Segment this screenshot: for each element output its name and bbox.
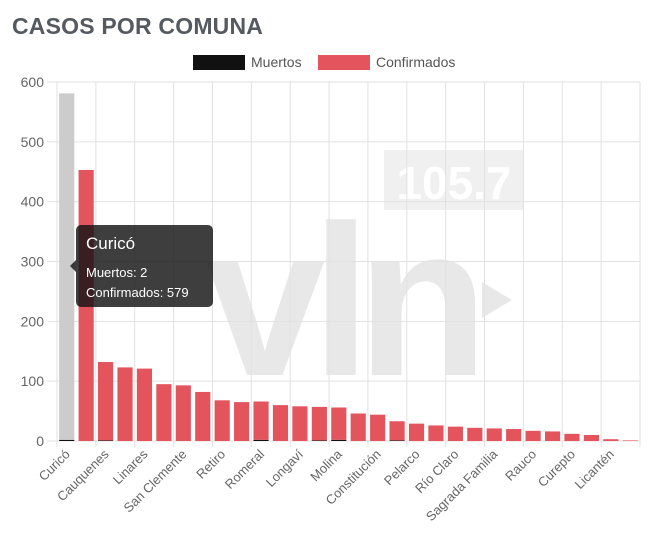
bar-muertos[interactable]	[253, 439, 269, 441]
bar-confirmados[interactable]	[98, 362, 114, 441]
bar-muertos[interactable]	[59, 439, 75, 441]
bar-confirmados[interactable]	[428, 425, 444, 441]
x-tick-label: Sagrada Familia	[423, 446, 501, 524]
bar-confirmados[interactable]	[622, 440, 638, 441]
watermark-logo: 105.7 vln	[206, 150, 524, 421]
legend: Muertos Confirmados	[193, 54, 455, 70]
bar-confirmados[interactable]	[350, 413, 366, 441]
y-tick-label: 0	[36, 433, 44, 449]
bar-confirmados[interactable]	[331, 407, 347, 440]
bar-confirmados[interactable]	[564, 433, 580, 441]
bar-confirmados[interactable]	[214, 400, 230, 441]
y-tick-label: 100	[21, 373, 45, 389]
watermark-logo-text: vln	[206, 180, 475, 421]
bar-confirmados[interactable]	[59, 93, 75, 440]
bar-muertos[interactable]	[98, 440, 114, 441]
bar-confirmados[interactable]	[253, 401, 269, 440]
y-tick-label: 200	[21, 313, 45, 329]
legend-swatch[interactable]	[318, 55, 370, 70]
bar-muertos[interactable]	[389, 440, 405, 441]
bar-confirmados[interactable]	[195, 391, 211, 441]
bar-confirmados[interactable]	[525, 430, 541, 441]
chart-title: CASOS POR COMUNA	[12, 13, 264, 39]
bar-confirmados[interactable]	[311, 406, 327, 441]
x-tick-label: Rauco	[502, 447, 539, 484]
bar-confirmados[interactable]	[234, 402, 250, 441]
bar-confirmados[interactable]	[389, 421, 405, 441]
bar-confirmados[interactable]	[583, 435, 599, 441]
bar-confirmados[interactable]	[467, 427, 483, 441]
bar-muertos[interactable]	[331, 439, 347, 441]
bar-confirmados[interactable]	[117, 367, 133, 441]
bar-confirmados[interactable]	[136, 368, 153, 441]
tooltip-muertos: Muertos: 2	[86, 265, 148, 280]
legend-swatch[interactable]	[193, 55, 245, 70]
tooltip: Curicó Muertos: 2 Confirmados: 579	[70, 225, 213, 307]
x-tick-label: Romeral	[222, 446, 267, 491]
bar-confirmados[interactable]	[370, 414, 386, 441]
bar-muertos[interactable]	[311, 440, 327, 441]
bars	[59, 93, 638, 441]
y-tick-label: 600	[21, 74, 45, 90]
y-tick-label: 300	[21, 254, 45, 270]
y-tick-label: 500	[21, 134, 45, 150]
tooltip-title: Curicó	[86, 234, 136, 253]
x-tick-label: Retiro	[193, 447, 228, 482]
bar-confirmados[interactable]	[447, 426, 463, 441]
bar-confirmados[interactable]	[175, 385, 191, 441]
legend-label[interactable]: Muertos	[251, 54, 302, 70]
x-tick-label: Longaví	[263, 446, 307, 490]
bar-confirmados[interactable]	[292, 406, 308, 441]
tooltip-confirmados: Confirmados: 579	[86, 285, 189, 300]
bar-confirmados[interactable]	[544, 431, 561, 441]
watermark-frequency: 105.7	[396, 157, 511, 209]
bar-confirmados[interactable]	[272, 405, 289, 441]
bar-confirmados[interactable]	[506, 429, 522, 441]
bar-confirmados[interactable]	[408, 423, 425, 441]
legend-label[interactable]: Confirmados	[376, 54, 455, 70]
bar-confirmados[interactable]	[603, 439, 619, 441]
x-tick-label: Curicó	[36, 447, 73, 484]
y-tick-label: 400	[21, 194, 45, 210]
x-tick-label: Licantén	[572, 447, 617, 492]
bar-confirmados[interactable]	[486, 428, 502, 441]
bar-confirmados[interactable]	[156, 384, 172, 441]
x-tick-label: Curepto	[535, 447, 578, 490]
x-tick-label: Molina	[307, 446, 345, 484]
y-axis-ticks: 0 100 200 300 400 500 600	[21, 74, 45, 449]
